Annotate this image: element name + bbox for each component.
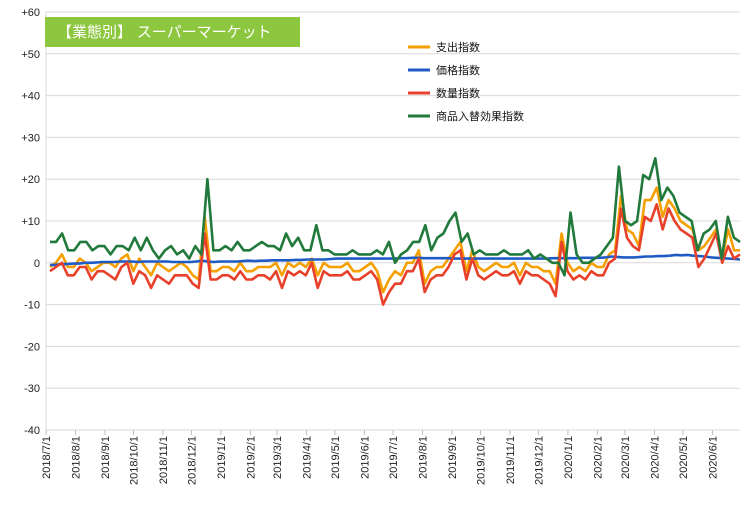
x-tick-label: 2020/3/1 xyxy=(620,436,632,479)
x-tick-label: 2019/7/1 xyxy=(388,436,400,479)
y-tick-label: +20 xyxy=(21,174,40,186)
legend-label: 価格指数 xyxy=(436,63,480,77)
x-tick-label: 2018/10/1 xyxy=(128,436,140,485)
x-tick-label: 2020/6/1 xyxy=(707,436,719,479)
x-tick-label: 2018/11/1 xyxy=(158,436,170,484)
series-line-2 xyxy=(49,203,741,306)
x-tick-label: 2020/4/1 xyxy=(649,436,661,479)
x-tick-label: 2019/5/1 xyxy=(330,436,342,479)
x-tick-label: 2020/1/1 xyxy=(563,436,575,479)
series-line-3 xyxy=(50,157,741,277)
y-tick-label: +50 xyxy=(21,49,40,61)
x-tick-label: 2019/2/1 xyxy=(245,436,257,479)
y-tick-label: -20 xyxy=(24,341,40,353)
series-line-0 xyxy=(49,186,740,294)
x-tick-label: 2019/9/1 xyxy=(447,436,459,479)
x-axis-ticks: 2018/7/1 2018/8/1 2018/9/1 2018/10/1 2018/11… xyxy=(41,430,719,485)
x-tick-label: 2018/7/1 xyxy=(41,436,53,479)
chart-title-box: 【業態別】 スーパーマーケット xyxy=(45,17,300,47)
x-tick-label: 2019/3/1 xyxy=(272,436,284,479)
y-tick-label: +30 xyxy=(21,132,40,144)
y-tick-label: +10 xyxy=(21,216,40,228)
chart-title: 【業態別】 スーパーマーケット xyxy=(57,23,272,41)
x-tick-label: 2019/4/1 xyxy=(301,436,313,479)
y-tick-label: +60 xyxy=(21,7,40,19)
y-tick-label: -40 xyxy=(24,425,40,437)
x-tick-label: 2018/9/1 xyxy=(100,436,112,479)
x-tick-label: 2019/10/1 xyxy=(475,436,487,485)
x-tick-label: 2018/8/1 xyxy=(70,436,82,479)
y-tick-label: 0 xyxy=(34,258,40,270)
y-tick-label: -10 xyxy=(24,300,40,312)
x-tick-label: 2020/2/1 xyxy=(592,436,604,479)
legend-label: 商品入替効果指数 xyxy=(436,109,524,123)
legend-label: 数量指数 xyxy=(436,86,480,100)
series-group xyxy=(49,157,741,306)
y-tick-label: +40 xyxy=(21,91,40,103)
x-tick-label: 2020/5/1 xyxy=(678,436,690,479)
legend-label: 支出指数 xyxy=(436,40,480,54)
y-axis-ticks: +60 +50 +40 +30 +20 +10 0 -10 -20 -30 -40 xyxy=(21,7,40,437)
x-tick-label: 2019/8/1 xyxy=(417,436,429,479)
x-tick-label: 2019/1/1 xyxy=(216,436,228,479)
y-tick-label: -30 xyxy=(24,383,40,395)
x-tick-label: 2019/12/1 xyxy=(533,436,545,485)
gridlines xyxy=(45,11,740,431)
x-tick-label: 2019/6/1 xyxy=(359,436,371,479)
chart-title-background xyxy=(45,17,300,47)
x-tick-label: 2018/12/1 xyxy=(186,436,198,485)
x-tick-label: 2019/11/1 xyxy=(505,436,517,484)
